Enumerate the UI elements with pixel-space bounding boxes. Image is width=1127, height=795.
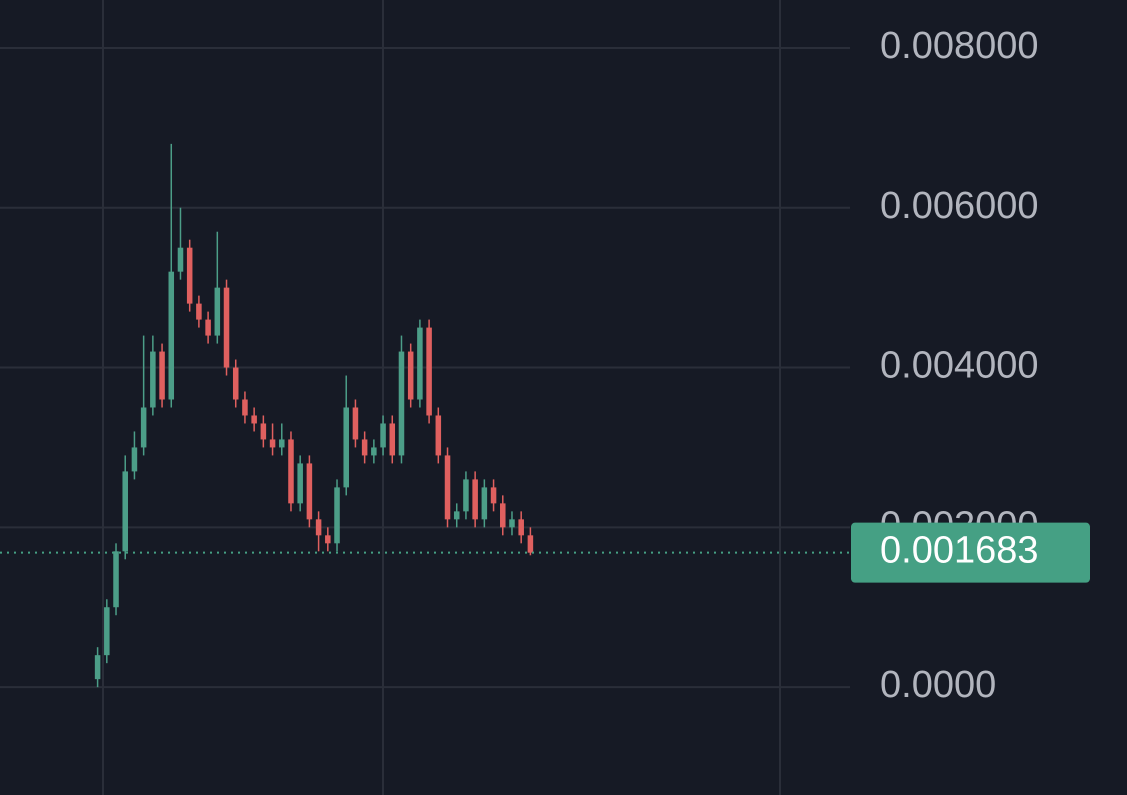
candle-body (260, 423, 267, 440)
candle-body (509, 519, 515, 528)
candle-body (518, 519, 524, 536)
candle-body (223, 287, 230, 368)
candle-body (343, 407, 349, 488)
candle-body (389, 423, 396, 456)
candle-body (398, 351, 405, 456)
candle-body (104, 607, 110, 656)
y-tick-label: 0.004000 (880, 345, 1039, 387)
candle-body (407, 351, 414, 400)
candle-body (297, 463, 303, 504)
candle-body (334, 487, 340, 544)
candle-body (500, 503, 506, 528)
y-tick-label: 0.006000 (880, 185, 1039, 227)
candle-body (490, 487, 497, 504)
candle-body (113, 551, 119, 608)
candle-body (481, 487, 488, 520)
candle-body (463, 479, 469, 512)
candle-body (186, 247, 193, 304)
candle-body (177, 247, 184, 272)
last-price-box (851, 522, 1090, 583)
candle-body (140, 407, 147, 448)
candle-body (232, 367, 239, 400)
candle-body (150, 351, 156, 408)
candle-body (371, 447, 377, 456)
candle-body (315, 519, 322, 536)
candle-body (435, 415, 442, 456)
candle-body (205, 319, 211, 336)
candle-body (352, 407, 359, 440)
candle-body (242, 399, 248, 416)
last-price-label: 0.001683 (880, 530, 1039, 572)
y-tick-label: 0.0000 (880, 664, 996, 706)
candle-body (279, 439, 285, 448)
candle-body (122, 471, 128, 552)
candle-body (453, 511, 460, 520)
candle-body (472, 479, 478, 520)
candle-body (426, 327, 432, 416)
candle-body (214, 287, 221, 336)
y-tick-label: 0.008000 (880, 25, 1039, 67)
candle-body (251, 415, 257, 424)
candle-body (361, 439, 368, 456)
candle-body (269, 439, 276, 448)
candle-body (380, 423, 386, 448)
candle-body (417, 327, 423, 400)
candle-body (325, 535, 331, 544)
candle-body (196, 303, 202, 320)
candle-body (288, 439, 294, 504)
candle-body (94, 655, 101, 680)
candle-body (444, 455, 451, 520)
candle-body (306, 463, 313, 520)
candle-body (131, 447, 138, 472)
candle-body (168, 271, 175, 400)
candle-body (527, 535, 534, 553)
candle-body (159, 351, 165, 400)
